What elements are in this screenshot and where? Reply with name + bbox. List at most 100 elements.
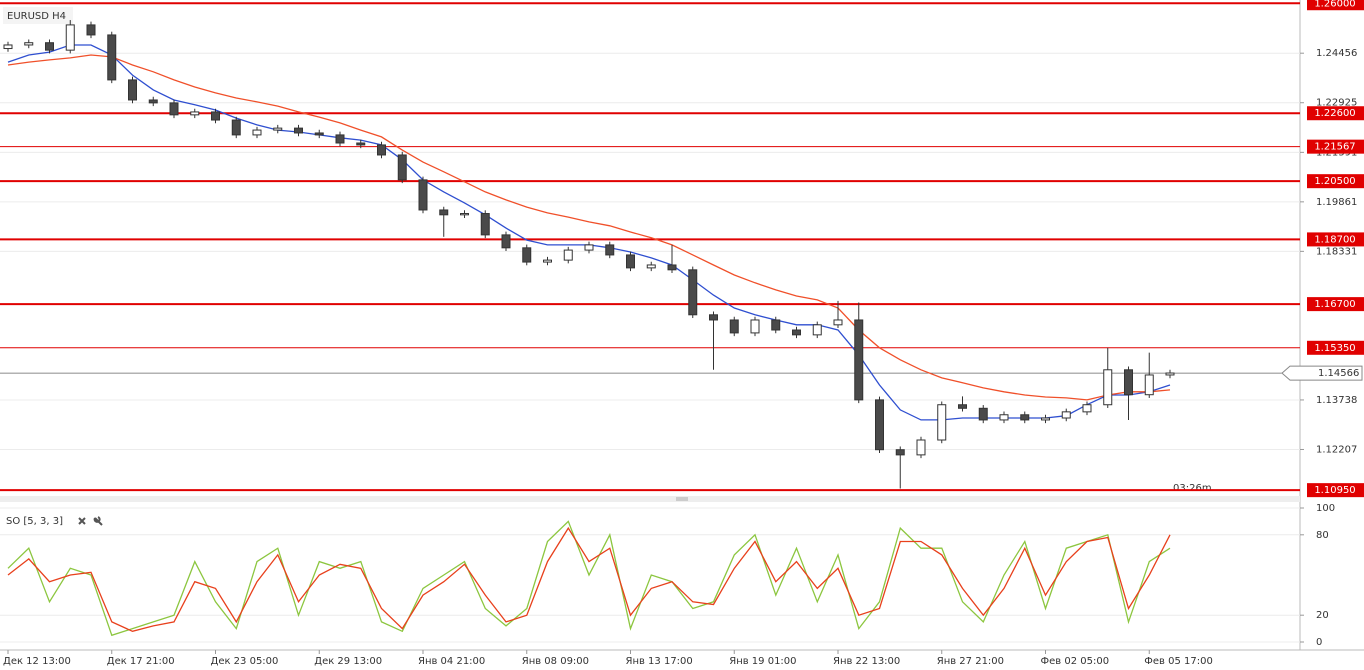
candle-body <box>3 44 13 50</box>
candle-body <box>128 79 137 101</box>
y-tick-label: 1.13738 <box>1316 395 1357 406</box>
candle-body <box>667 264 677 271</box>
y-tick-label: 1.18331 <box>1316 246 1357 257</box>
candle-body <box>190 111 200 116</box>
candle-body <box>646 264 656 269</box>
splitter-handle[interactable] <box>676 497 688 501</box>
candle-body <box>314 132 324 136</box>
level-label-box <box>1307 483 1364 498</box>
series-line <box>7 54 1171 401</box>
level-label: 1.21567 <box>1314 142 1355 153</box>
level-label: 1.10950 <box>1314 485 1355 496</box>
candle-body <box>1061 411 1071 419</box>
close-indicator[interactable] <box>78 517 86 525</box>
x-tick-label: Янв 04 21:00 <box>418 656 485 667</box>
level-label: 1.22600 <box>1314 108 1355 119</box>
level-label: 1.15350 <box>1314 343 1355 354</box>
candle-body <box>107 34 117 81</box>
candle-body <box>1020 414 1030 421</box>
y-tick-label: 1.22925 <box>1316 98 1357 109</box>
x-tick-label: Янв 19 01:00 <box>729 656 796 667</box>
x-tick-label: Дек 17 21:00 <box>107 656 175 667</box>
pane-splitter[interactable] <box>0 496 1300 502</box>
level-label-box <box>1307 297 1364 312</box>
candle-body <box>895 449 905 456</box>
x-tick-label: Фев 05 17:00 <box>1144 656 1213 667</box>
candle-body <box>522 247 532 263</box>
candle-body <box>273 127 283 131</box>
x-tick-label: Фев 02 05:00 <box>1041 656 1110 667</box>
title-box <box>3 7 73 24</box>
x-tick-label: Дек 29 13:00 <box>314 656 382 667</box>
x-tick-label: Янв 13 17:00 <box>626 656 693 667</box>
candle-body <box>24 42 34 46</box>
candle-body <box>65 24 75 51</box>
candle-body <box>771 319 781 331</box>
level-label-box <box>1307 139 1364 154</box>
series-line <box>7 520 1171 637</box>
candle-body <box>45 42 54 51</box>
candle-body <box>377 144 386 156</box>
y-tick-label: 1.19861 <box>1316 197 1357 208</box>
candle-body <box>916 439 926 456</box>
level-label-box <box>1307 174 1364 189</box>
candle-body <box>86 24 96 36</box>
candle-body <box>397 154 407 181</box>
candle-body <box>335 134 345 144</box>
x-tick-label: Янв 08 09:00 <box>522 656 589 667</box>
candle-body <box>252 129 262 136</box>
candle-body <box>543 259 552 263</box>
level-label: 1.18700 <box>1314 234 1355 245</box>
y-tick-label: 1.24456 <box>1316 48 1357 59</box>
y-tick-label: 100 <box>1316 503 1335 514</box>
level-label-box <box>1307 340 1364 355</box>
candle-body <box>231 119 241 136</box>
candle-body <box>294 127 303 134</box>
candle-body <box>792 329 801 336</box>
candle-body <box>169 102 179 116</box>
y-tick-label: 20 <box>1316 610 1329 621</box>
level-label-box <box>1307 106 1364 121</box>
candle-body <box>1165 372 1175 376</box>
candle-body <box>439 209 449 216</box>
candle-body <box>211 111 220 121</box>
candle-body <box>1124 369 1133 396</box>
x-tick-label: Янв 22 13:00 <box>833 656 900 667</box>
candle-body <box>958 404 967 409</box>
timer: 03:26m <box>1173 483 1212 494</box>
candle-body <box>1041 417 1050 421</box>
candle-body <box>833 319 843 326</box>
candle-body <box>709 314 718 321</box>
candle-body <box>999 414 1009 421</box>
candle-body <box>978 407 988 421</box>
level-label-box <box>1307 232 1364 247</box>
candle-body <box>480 213 490 236</box>
x-tick-label: Дек 12 13:00 <box>3 656 71 667</box>
level-label: 1.26000 <box>1314 0 1355 9</box>
y-tick-label: 0 <box>1316 637 1322 648</box>
series-line <box>7 526 1171 632</box>
indicator-title: SO [5, 3, 3] <box>6 516 63 527</box>
candle-body <box>460 213 469 216</box>
candle-body <box>729 319 739 334</box>
candle-body <box>854 319 864 401</box>
candle-body <box>750 319 760 334</box>
candle-body <box>875 399 884 451</box>
candle-body <box>937 404 947 441</box>
x-tick-label: Дек 23 05:00 <box>211 656 279 667</box>
candle-body <box>356 142 366 146</box>
candle-body <box>812 324 822 336</box>
candle-body <box>688 269 698 316</box>
x-tick-label: Янв 27 21:00 <box>937 656 1004 667</box>
candle-body <box>584 244 594 251</box>
level-label: 1.16700 <box>1314 299 1355 310</box>
y-tick-label: 1.12207 <box>1316 444 1357 455</box>
candle-body <box>626 254 635 269</box>
candle-body <box>148 99 158 104</box>
candle-body <box>501 234 511 249</box>
indicator-settings[interactable] <box>93 516 103 526</box>
level-label: 1.20500 <box>1314 176 1355 187</box>
last-price-box <box>1281 365 1363 381</box>
